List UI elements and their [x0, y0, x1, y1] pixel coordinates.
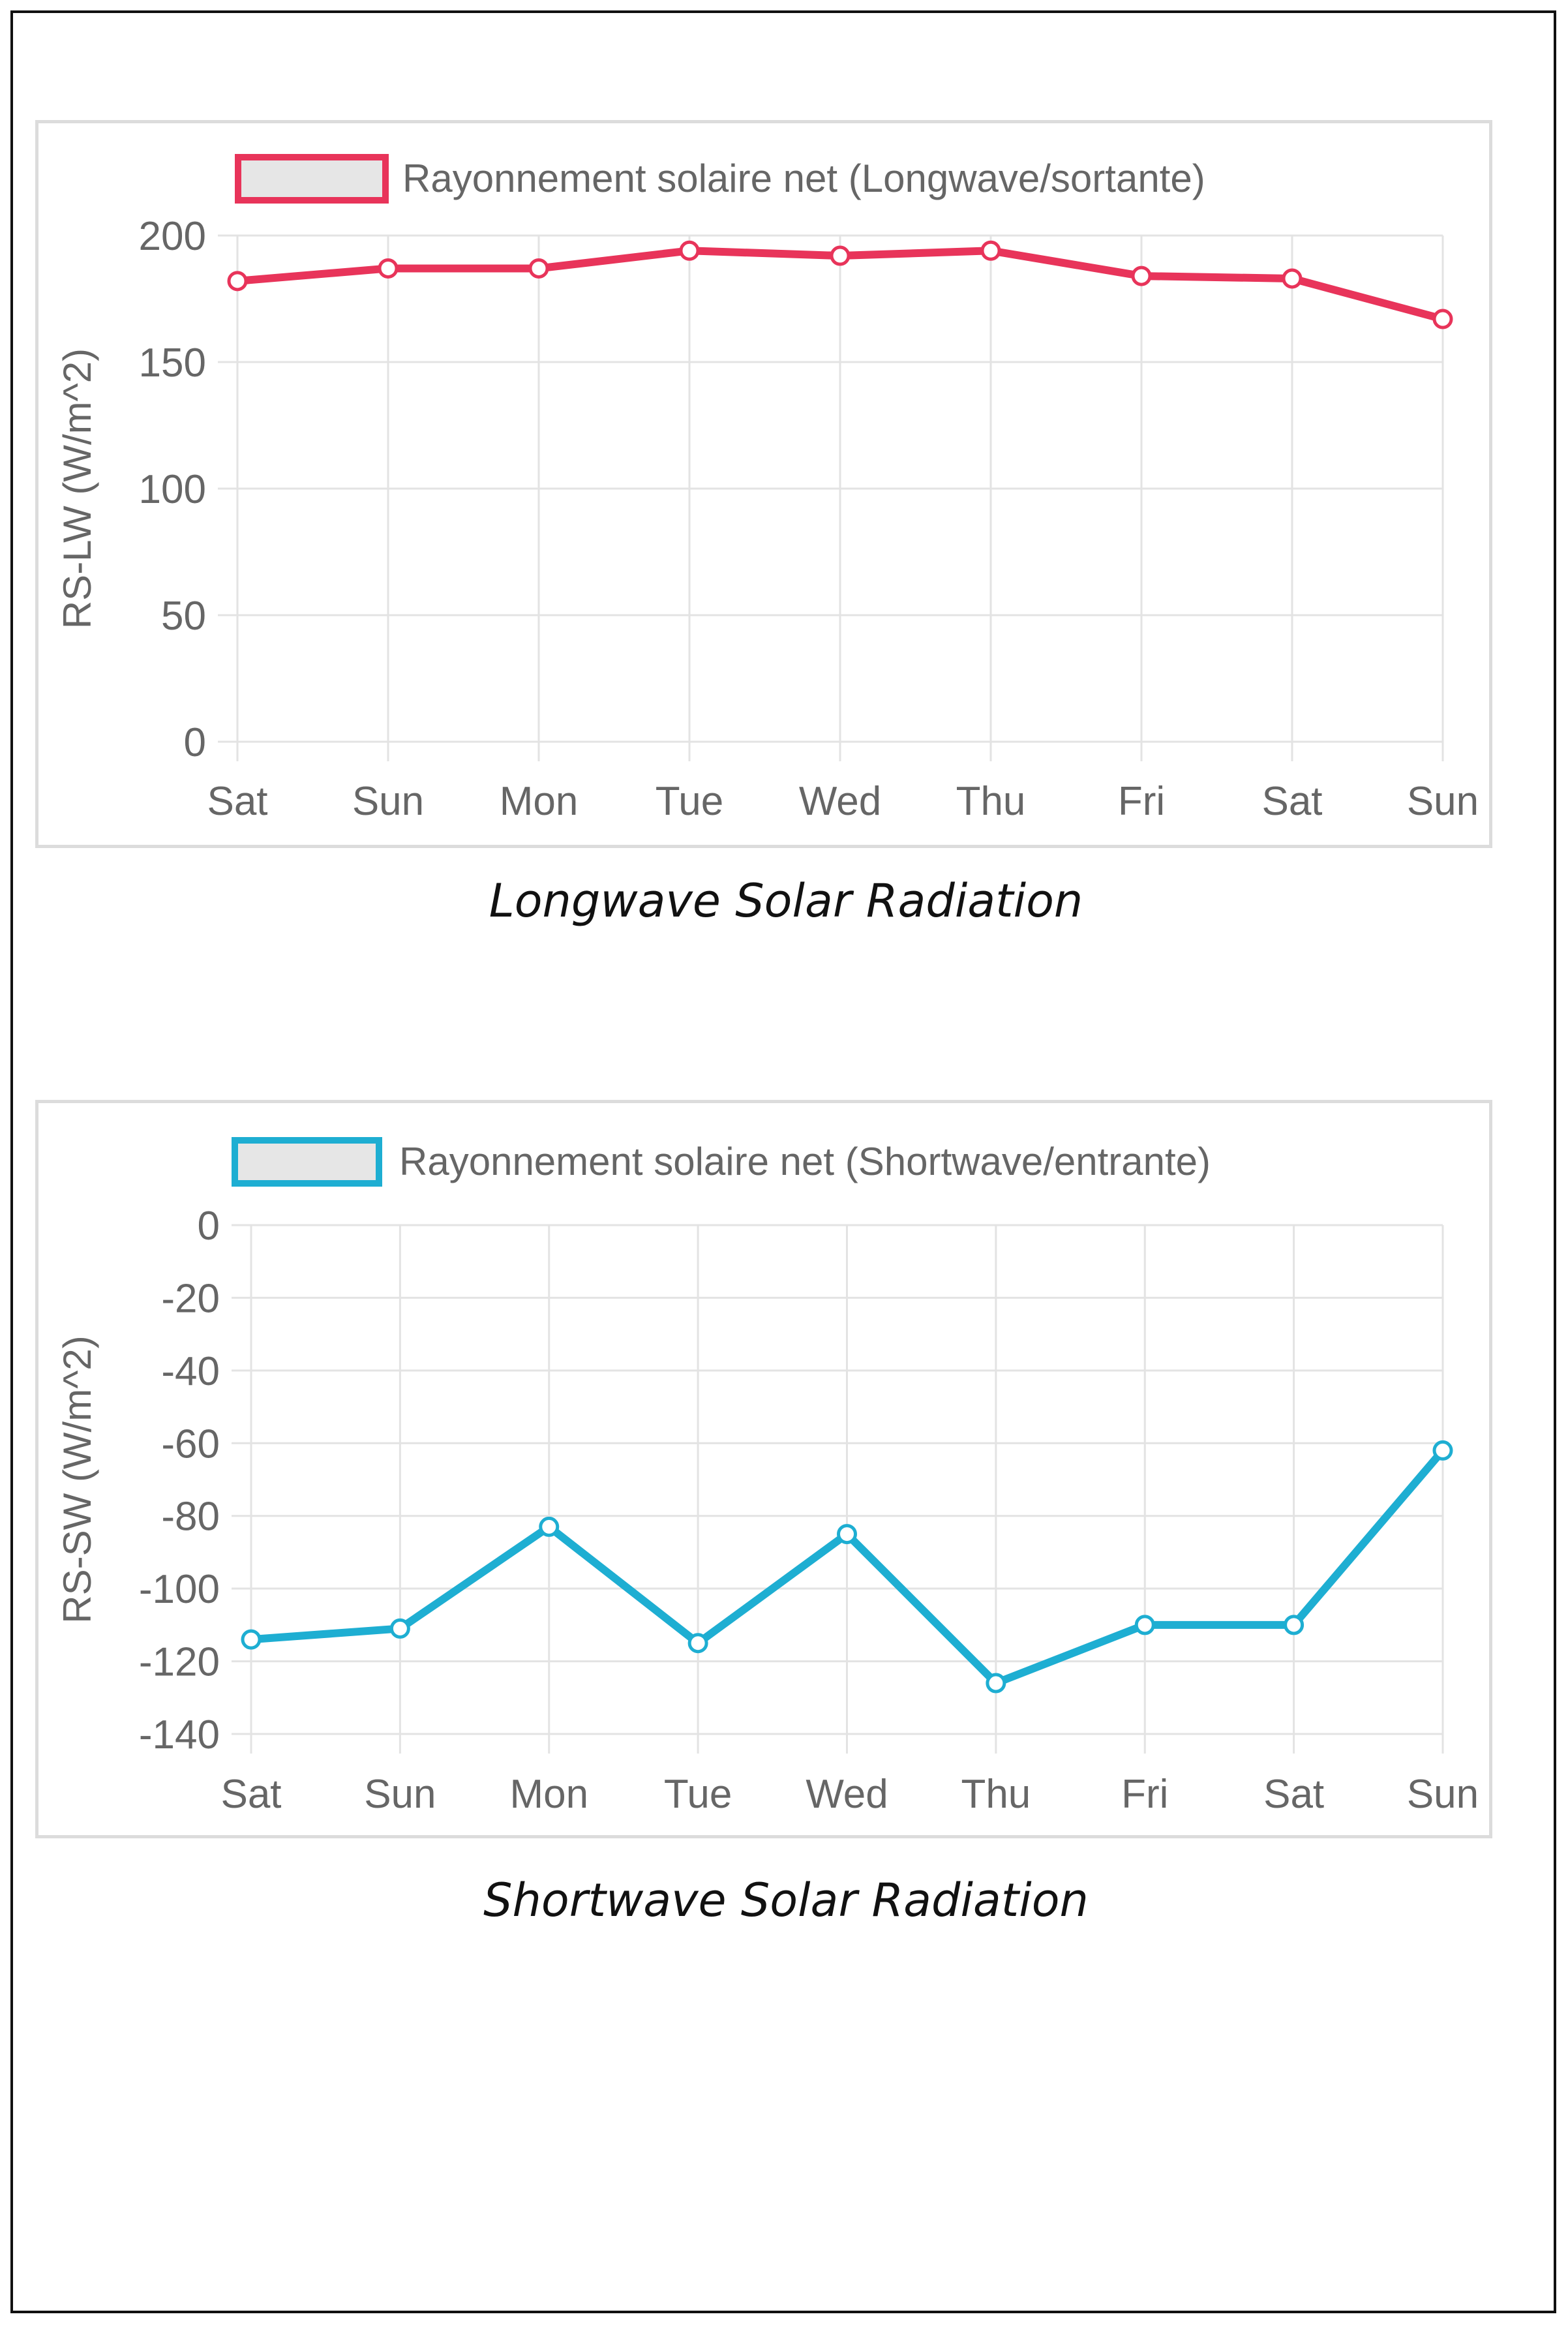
shortwave-legend-swatch	[232, 1137, 382, 1187]
figure-frame: Rayonnement solaire net (Longwave/sortan…	[10, 10, 1556, 2313]
longwave-y-tick-label: 100	[139, 467, 206, 512]
longwave-data-point	[1282, 268, 1303, 289]
longwave-x-tick-label: Sun	[1407, 779, 1479, 824]
shortwave-x-tick-label: Thu	[961, 1772, 1031, 1817]
longwave-line-chart: Rayonnement solaire net (Longwave/sortan…	[55, 154, 1479, 824]
shortwave-y-tick-label: -120	[139, 1640, 220, 1685]
longwave-x-tick-label: Thu	[956, 779, 1026, 824]
shortwave-data-point	[986, 1673, 1006, 1694]
longwave-y-axis-title: RS-LW (W/m^2)	[55, 348, 99, 629]
shortwave-x-tick-label: Sat	[1263, 1772, 1324, 1817]
shortwave-data-point	[1134, 1615, 1155, 1635]
longwave-data-point	[1432, 309, 1453, 329]
longwave-x-tick-label: Sat	[207, 779, 267, 824]
shortwave-data-point	[241, 1629, 262, 1650]
shortwave-legend-label: Rayonnement solaire net (Shortwave/entra…	[399, 1140, 1211, 1183]
shortwave-x-tick-label: Mon	[509, 1772, 588, 1817]
longwave-x-tick-label: Tue	[656, 779, 724, 824]
shortwave-y-tick-label: -60	[161, 1421, 220, 1466]
longwave-y-tick-label: 200	[139, 214, 206, 259]
shortwave-caption: Shortwave Solar Radiation	[483, 1874, 1089, 1927]
longwave-y-tick-label: 150	[139, 341, 206, 386]
longwave-data-point	[378, 258, 399, 279]
longwave-x-tick-label: Sat	[1261, 779, 1322, 824]
longwave-legend-swatch	[235, 154, 389, 204]
longwave-x-tick-label: Fri	[1118, 779, 1165, 824]
longwave-data-point	[1131, 266, 1152, 286]
longwave-data-point	[679, 240, 700, 261]
shortwave-x-tick-label: Fri	[1121, 1772, 1168, 1817]
shortwave-data-point	[687, 1633, 708, 1654]
shortwave-y-tick-label: -140	[139, 1712, 220, 1757]
longwave-data-point	[980, 240, 1001, 261]
shortwave-x-tick-label: Wed	[806, 1772, 888, 1817]
longwave-y-tick-label: 0	[184, 720, 206, 765]
longwave-legend-label: Rayonnement solaire net (Longwave/sortan…	[402, 157, 1205, 200]
longwave-x-tick-label: Wed	[799, 779, 881, 824]
shortwave-data-point	[1432, 1440, 1453, 1461]
shortwave-x-tick-label: Sun	[1407, 1772, 1479, 1817]
shortwave-y-axis-title: RS-SW (W/m^2)	[55, 1335, 99, 1623]
shortwave-y-tick-label: -80	[161, 1495, 220, 1540]
longwave-data-point	[227, 271, 248, 292]
shortwave-data-point	[539, 1516, 560, 1537]
longwave-data-point	[528, 258, 549, 279]
shortwave-y-tick-label: -40	[161, 1349, 220, 1394]
shortwave-y-tick-label: -100	[139, 1567, 220, 1612]
shortwave-line-chart: Rayonnement solaire net (Shortwave/entra…	[55, 1137, 1479, 1817]
shortwave-data-point	[837, 1524, 857, 1545]
shortwave-data-point	[389, 1618, 410, 1639]
longwave-caption: Longwave Solar Radiation	[489, 874, 1083, 928]
longwave-y-tick-label: 50	[161, 594, 206, 639]
shortwave-x-tick-label: Sun	[364, 1772, 436, 1817]
longwave-chart-panel: Rayonnement solaire net (Longwave/sortan…	[35, 120, 1492, 848]
longwave-x-tick-label: Mon	[500, 779, 579, 824]
shortwave-y-tick-label: 0	[198, 1204, 220, 1249]
longwave-x-tick-label: Sun	[352, 779, 424, 824]
longwave-data-point	[830, 245, 851, 266]
shortwave-data-point	[1284, 1615, 1304, 1635]
shortwave-x-tick-label: Sat	[220, 1772, 281, 1817]
shortwave-x-tick-label: Tue	[664, 1772, 732, 1817]
shortwave-y-tick-label: -20	[161, 1276, 220, 1321]
shortwave-chart-panel: Rayonnement solaire net (Shortwave/entra…	[35, 1100, 1492, 1838]
